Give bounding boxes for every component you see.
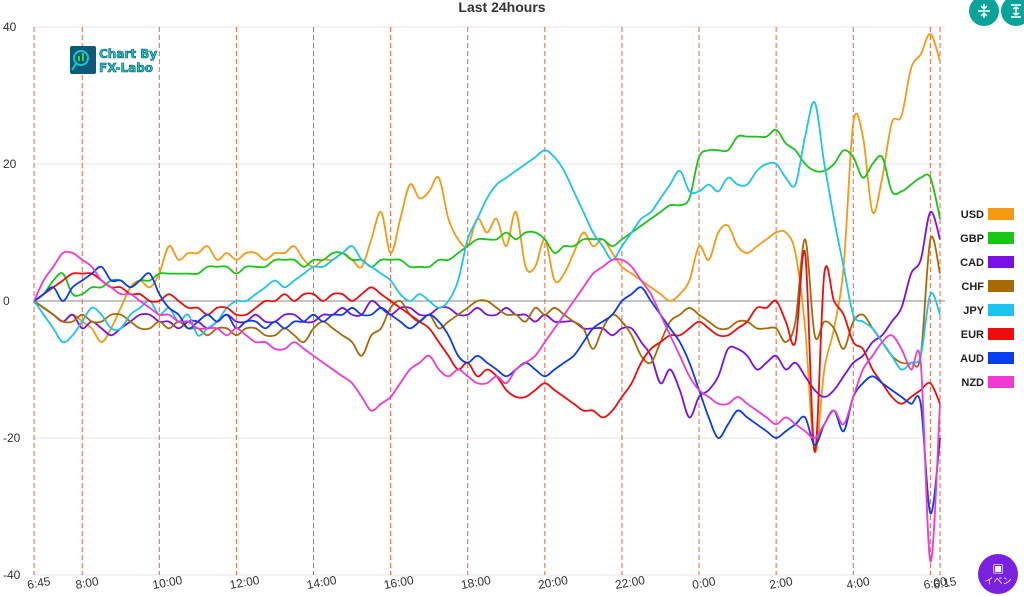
logo-line1: Chart By — [99, 47, 157, 61]
magnifier-icon — [73, 50, 89, 66]
legend-label-chf: CHF — [961, 281, 984, 293]
x-tick-label: 14:00 — [306, 573, 338, 592]
legend[interactable]: USD GBP CAD CHF JPY EUR AUD NZD — [960, 208, 1014, 389]
legend-swatch-chf — [988, 280, 1014, 292]
expand-vertical-icon — [1011, 4, 1021, 18]
expand-vertical-button[interactable] — [1001, 0, 1024, 26]
calendar-icon: ▣ — [992, 560, 1004, 575]
grid — [34, 26, 945, 576]
x-tick-label: 6:00 — [922, 574, 948, 592]
y-tick-label: -40 — [3, 568, 21, 582]
x-tick-label: 10:00 — [151, 573, 183, 592]
legend-swatch-jpy — [988, 304, 1014, 316]
legend-label-gbp: GBP — [960, 233, 984, 245]
x-tick-label: 16:00 — [383, 573, 415, 592]
x-tick-label: 18:00 — [460, 573, 492, 592]
series-line-nzd — [33, 250, 941, 563]
legend-swatch-usd — [988, 208, 1014, 220]
x-tick-label: 0:00 — [691, 574, 717, 592]
series-line-jpy — [33, 101, 941, 371]
axes: 40 20 0 -20 -40 6:45 8:00 10:00 12:00 14:00 16:00 1… — [3, 20, 958, 592]
series-line-chf — [33, 235, 941, 368]
logo: Chart By FX-Labo — [70, 46, 158, 75]
x-tick-label: 6:15 — [932, 574, 958, 592]
y-tick-label: 0 — [3, 294, 10, 308]
legend-label-aud: AUD — [960, 353, 984, 365]
x-tick-label: 22:00 — [614, 573, 646, 592]
series-line-gbp — [33, 128, 941, 302]
x-tick-label: 2:00 — [768, 574, 794, 592]
x-tick-label: 20:00 — [537, 573, 569, 592]
series-line-eur — [33, 249, 941, 453]
legend-swatch-cad — [988, 256, 1014, 268]
y-tick-label: 40 — [3, 20, 17, 34]
series-lines — [33, 33, 941, 563]
y-tick-label: 20 — [3, 157, 17, 171]
x-tick-label: 8:00 — [74, 574, 100, 592]
legend-label-cad: CAD — [960, 257, 984, 269]
legend-label-nzd: NZD — [961, 377, 984, 389]
chart-title: Last 24hours — [458, 0, 545, 15]
legend-swatch-eur — [988, 328, 1014, 340]
x-tick-label: 12:00 — [228, 573, 260, 592]
y-tick-label: -20 — [3, 431, 21, 445]
legend-label-eur: EUR — [961, 329, 984, 341]
legend-swatch-gbp — [988, 232, 1014, 244]
fit-vertical-icon — [978, 4, 990, 18]
series-line-cad — [33, 211, 941, 419]
series-line-usd — [33, 33, 941, 453]
legend-swatch-aud — [988, 352, 1014, 364]
event-button-label: イベン — [984, 576, 1012, 587]
x-tick-label: 6:45 — [26, 574, 52, 592]
logo-line2: FX-Labo — [99, 61, 153, 75]
fit-vertical-button[interactable] — [969, 0, 999, 26]
legend-label-jpy: JPY — [963, 305, 984, 317]
series-line-aud — [33, 265, 941, 515]
event-button[interactable]: ▣ イベン — [978, 554, 1018, 594]
legend-swatch-nzd — [988, 376, 1014, 388]
x-tick-label: 4:00 — [845, 574, 871, 592]
legend-label-usd: USD — [961, 209, 984, 221]
